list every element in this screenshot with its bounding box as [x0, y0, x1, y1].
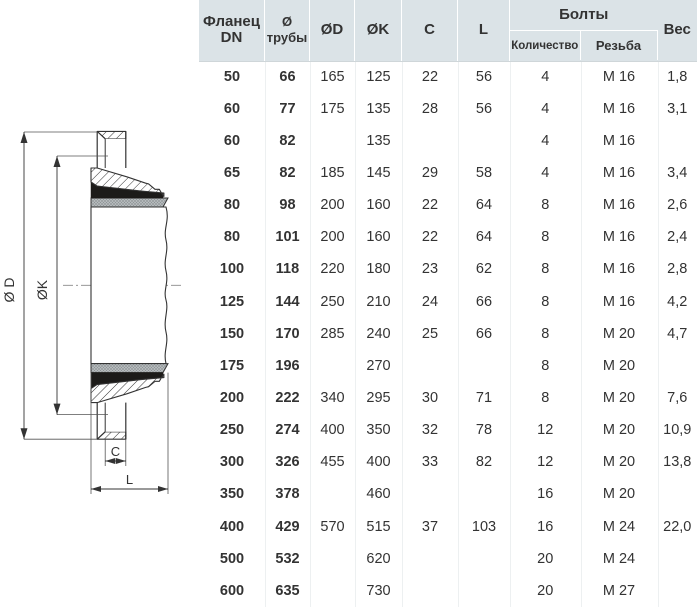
svg-text:L: L: [126, 472, 133, 487]
svg-text:ØK: ØK: [34, 279, 50, 300]
svg-text:Ø D: Ø D: [1, 278, 17, 303]
svg-text:C: C: [111, 444, 120, 459]
